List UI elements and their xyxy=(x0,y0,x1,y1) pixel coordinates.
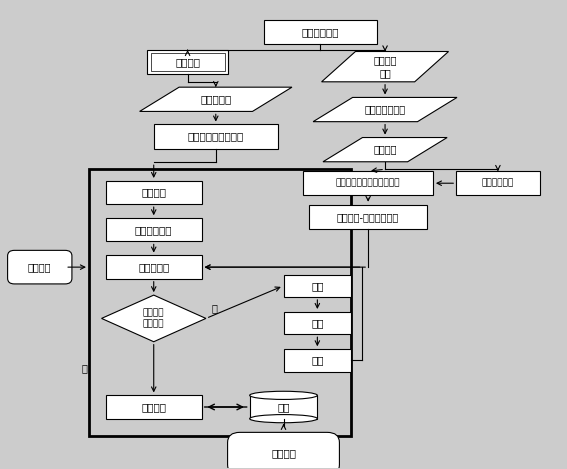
FancyBboxPatch shape xyxy=(249,395,318,419)
Text: 最优个体: 最优个体 xyxy=(141,402,166,412)
FancyBboxPatch shape xyxy=(106,256,202,279)
FancyBboxPatch shape xyxy=(456,171,540,195)
FancyBboxPatch shape xyxy=(106,395,202,419)
Text: 参数编码: 参数编码 xyxy=(141,188,166,197)
Text: 数据重分类信息: 数据重分类信息 xyxy=(365,105,405,114)
Polygon shape xyxy=(313,98,457,121)
FancyBboxPatch shape xyxy=(227,432,340,469)
Text: 数据矢量化: 数据矢量化 xyxy=(200,94,231,104)
Text: 数据整合: 数据整合 xyxy=(373,144,397,155)
Text: 建立面积-半径对数关系: 建立面积-半径对数关系 xyxy=(337,212,399,222)
Text: 建立不同尺度缓冲区: 建立不同尺度缓冲区 xyxy=(188,132,244,142)
Text: 数据分类
信息: 数据分类 信息 xyxy=(373,55,397,78)
Text: 几何校正: 几何校正 xyxy=(175,57,200,67)
Polygon shape xyxy=(101,295,206,342)
Text: 遗传算法: 遗传算法 xyxy=(28,262,52,272)
Polygon shape xyxy=(321,52,448,82)
Text: 交叉: 交叉 xyxy=(311,318,324,328)
Text: 是否满足
优化准则: 是否满足 优化准则 xyxy=(143,309,164,328)
Text: 产生初始种群: 产生初始种群 xyxy=(135,225,172,235)
Text: 计算适应度: 计算适应度 xyxy=(138,262,170,272)
Text: 选择: 选择 xyxy=(311,281,324,291)
Ellipse shape xyxy=(249,415,318,423)
Polygon shape xyxy=(323,137,447,162)
FancyBboxPatch shape xyxy=(284,312,351,334)
Text: 遥感影像数据: 遥感影像数据 xyxy=(302,27,339,37)
Text: 分形维数: 分形维数 xyxy=(271,449,296,459)
FancyBboxPatch shape xyxy=(7,250,72,284)
Text: 图像切割处理: 图像切割处理 xyxy=(482,179,514,188)
FancyBboxPatch shape xyxy=(147,50,229,74)
Polygon shape xyxy=(139,87,292,112)
Ellipse shape xyxy=(249,391,318,400)
Text: 不同土地利用类型面积统计: 不同土地利用类型面积统计 xyxy=(336,179,400,188)
FancyBboxPatch shape xyxy=(309,204,428,229)
FancyBboxPatch shape xyxy=(106,181,202,204)
Text: 变异: 变异 xyxy=(311,356,324,365)
FancyBboxPatch shape xyxy=(284,274,351,297)
FancyBboxPatch shape xyxy=(106,218,202,242)
FancyBboxPatch shape xyxy=(264,20,376,44)
Text: 是: 是 xyxy=(82,363,87,373)
FancyBboxPatch shape xyxy=(154,124,278,149)
Text: 否: 否 xyxy=(211,303,217,313)
Text: 结果: 结果 xyxy=(277,402,290,412)
FancyBboxPatch shape xyxy=(303,171,433,195)
FancyBboxPatch shape xyxy=(284,349,351,371)
